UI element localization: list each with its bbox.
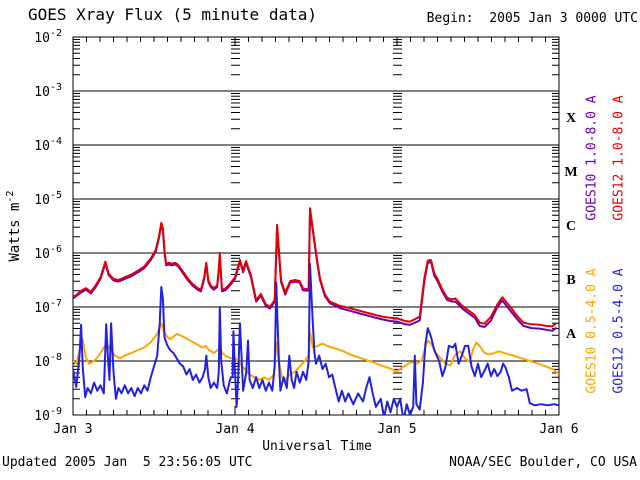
page-title: GOES Xray Flux (5 minute data) xyxy=(28,5,317,24)
legend-goes12-long: GOES12 1.0-8.0 A xyxy=(611,95,627,221)
series-goes12-0-5-4-0-a xyxy=(73,262,559,415)
class-letter-b: B xyxy=(566,273,575,288)
y-tick-10e-9: 10-9 xyxy=(34,406,62,424)
x-tick-jan-4: Jan 4 xyxy=(215,422,254,437)
class-letter-a: A xyxy=(566,327,577,342)
begin-time-label: Begin: 2005 Jan 3 0000 UTC xyxy=(426,11,638,26)
class-letter-m: M xyxy=(564,165,577,180)
class-letter-c: C xyxy=(566,219,576,234)
log-minor-ticks xyxy=(73,38,559,400)
series-goes10-0-5-4-0-a xyxy=(73,322,559,381)
y-tick-10e-6: 10-6 xyxy=(34,244,62,262)
y-tick-10e-5: 10-5 xyxy=(34,190,62,208)
series-goes10-1-0-8-0-a xyxy=(73,208,558,332)
source-attribution: NOAA/SEC Boulder, CO USA xyxy=(449,455,637,470)
legend-goes10-long: GOES10 1.0-8.0 A xyxy=(584,95,600,221)
y-tick-10e-7: 10-7 xyxy=(34,298,62,316)
y-tick-10e-8: 10-8 xyxy=(34,352,62,370)
flux-class-letters: X M C B A xyxy=(564,111,577,342)
legend-goes12-short: GOES12 0.5-4.0 A xyxy=(611,268,627,394)
y-tick-10e-2: 10-2 xyxy=(34,28,62,46)
x-tick-labels: Jan 3 Jan 4 Jan 5 Jan 6 xyxy=(53,422,578,437)
plot-frame xyxy=(72,36,560,416)
y-tick-10e-4: 10-4 xyxy=(34,136,62,154)
y-tick-10e-3: 10-3 xyxy=(34,82,62,100)
y-tick-labels: 10-2 10-3 10-4 10-5 10-6 10-7 10-8 10-9 xyxy=(34,28,62,424)
series-lines xyxy=(73,207,559,415)
class-letter-x: X xyxy=(566,111,576,126)
series-goes12-1-0-8-0-a xyxy=(73,207,558,328)
x-tick-jan-6: Jan 6 xyxy=(539,422,578,437)
decade-gridlines xyxy=(73,90,559,362)
legend-goes10-short: GOES10 0.5-4.0 A xyxy=(584,268,600,394)
y-axis-label: Watts m-2 xyxy=(5,190,23,262)
x-tick-jan-5: Jan 5 xyxy=(377,422,416,437)
x-tick-jan-3: Jan 3 xyxy=(53,422,92,437)
x-axis-label: Universal Time xyxy=(262,439,372,454)
updated-timestamp: Updated 2005 Jan 5 23:56:05 UTC xyxy=(2,455,253,470)
